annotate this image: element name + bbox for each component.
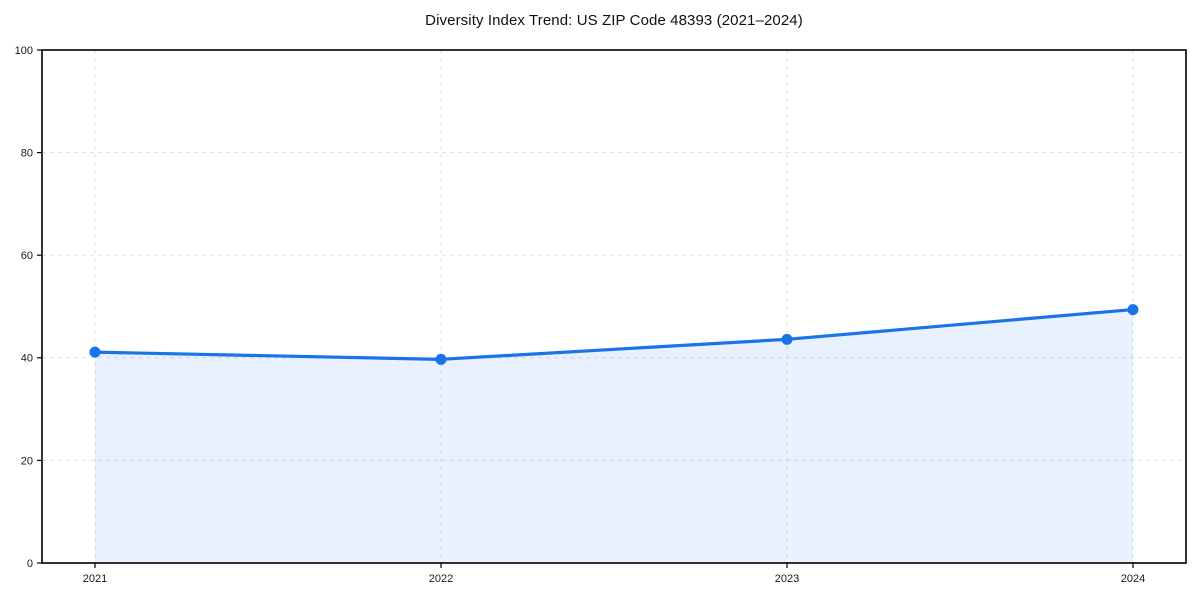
x-tick-label: 2022 (429, 573, 453, 585)
chart-title: Diversity Index Trend: US ZIP Code 48393… (425, 12, 803, 29)
y-tick-label: 100 (15, 45, 33, 57)
axis-frame (41, 49, 1187, 564)
y-tick-label: 0 (27, 558, 33, 570)
x-tick-label: 2024 (1121, 573, 1145, 585)
y-tick-label: 80 (21, 147, 33, 159)
data-point (781, 333, 793, 345)
y-tick-label: 60 (21, 250, 33, 262)
area-fill (95, 309, 1133, 563)
y-tick-label: 20 (21, 455, 33, 467)
data-point (89, 346, 101, 358)
data-layer (89, 304, 1139, 563)
data-point (1127, 304, 1139, 316)
axes-layer: 0 20 40 60 80 100 2021 2022 2023 2024 (15, 45, 1187, 585)
data-point (435, 353, 447, 365)
trend-line (93, 307, 1135, 361)
y-tick-label: 40 (21, 353, 33, 365)
x-tick-label: 2023 (775, 573, 799, 585)
x-tick-label: 2021 (83, 573, 107, 585)
